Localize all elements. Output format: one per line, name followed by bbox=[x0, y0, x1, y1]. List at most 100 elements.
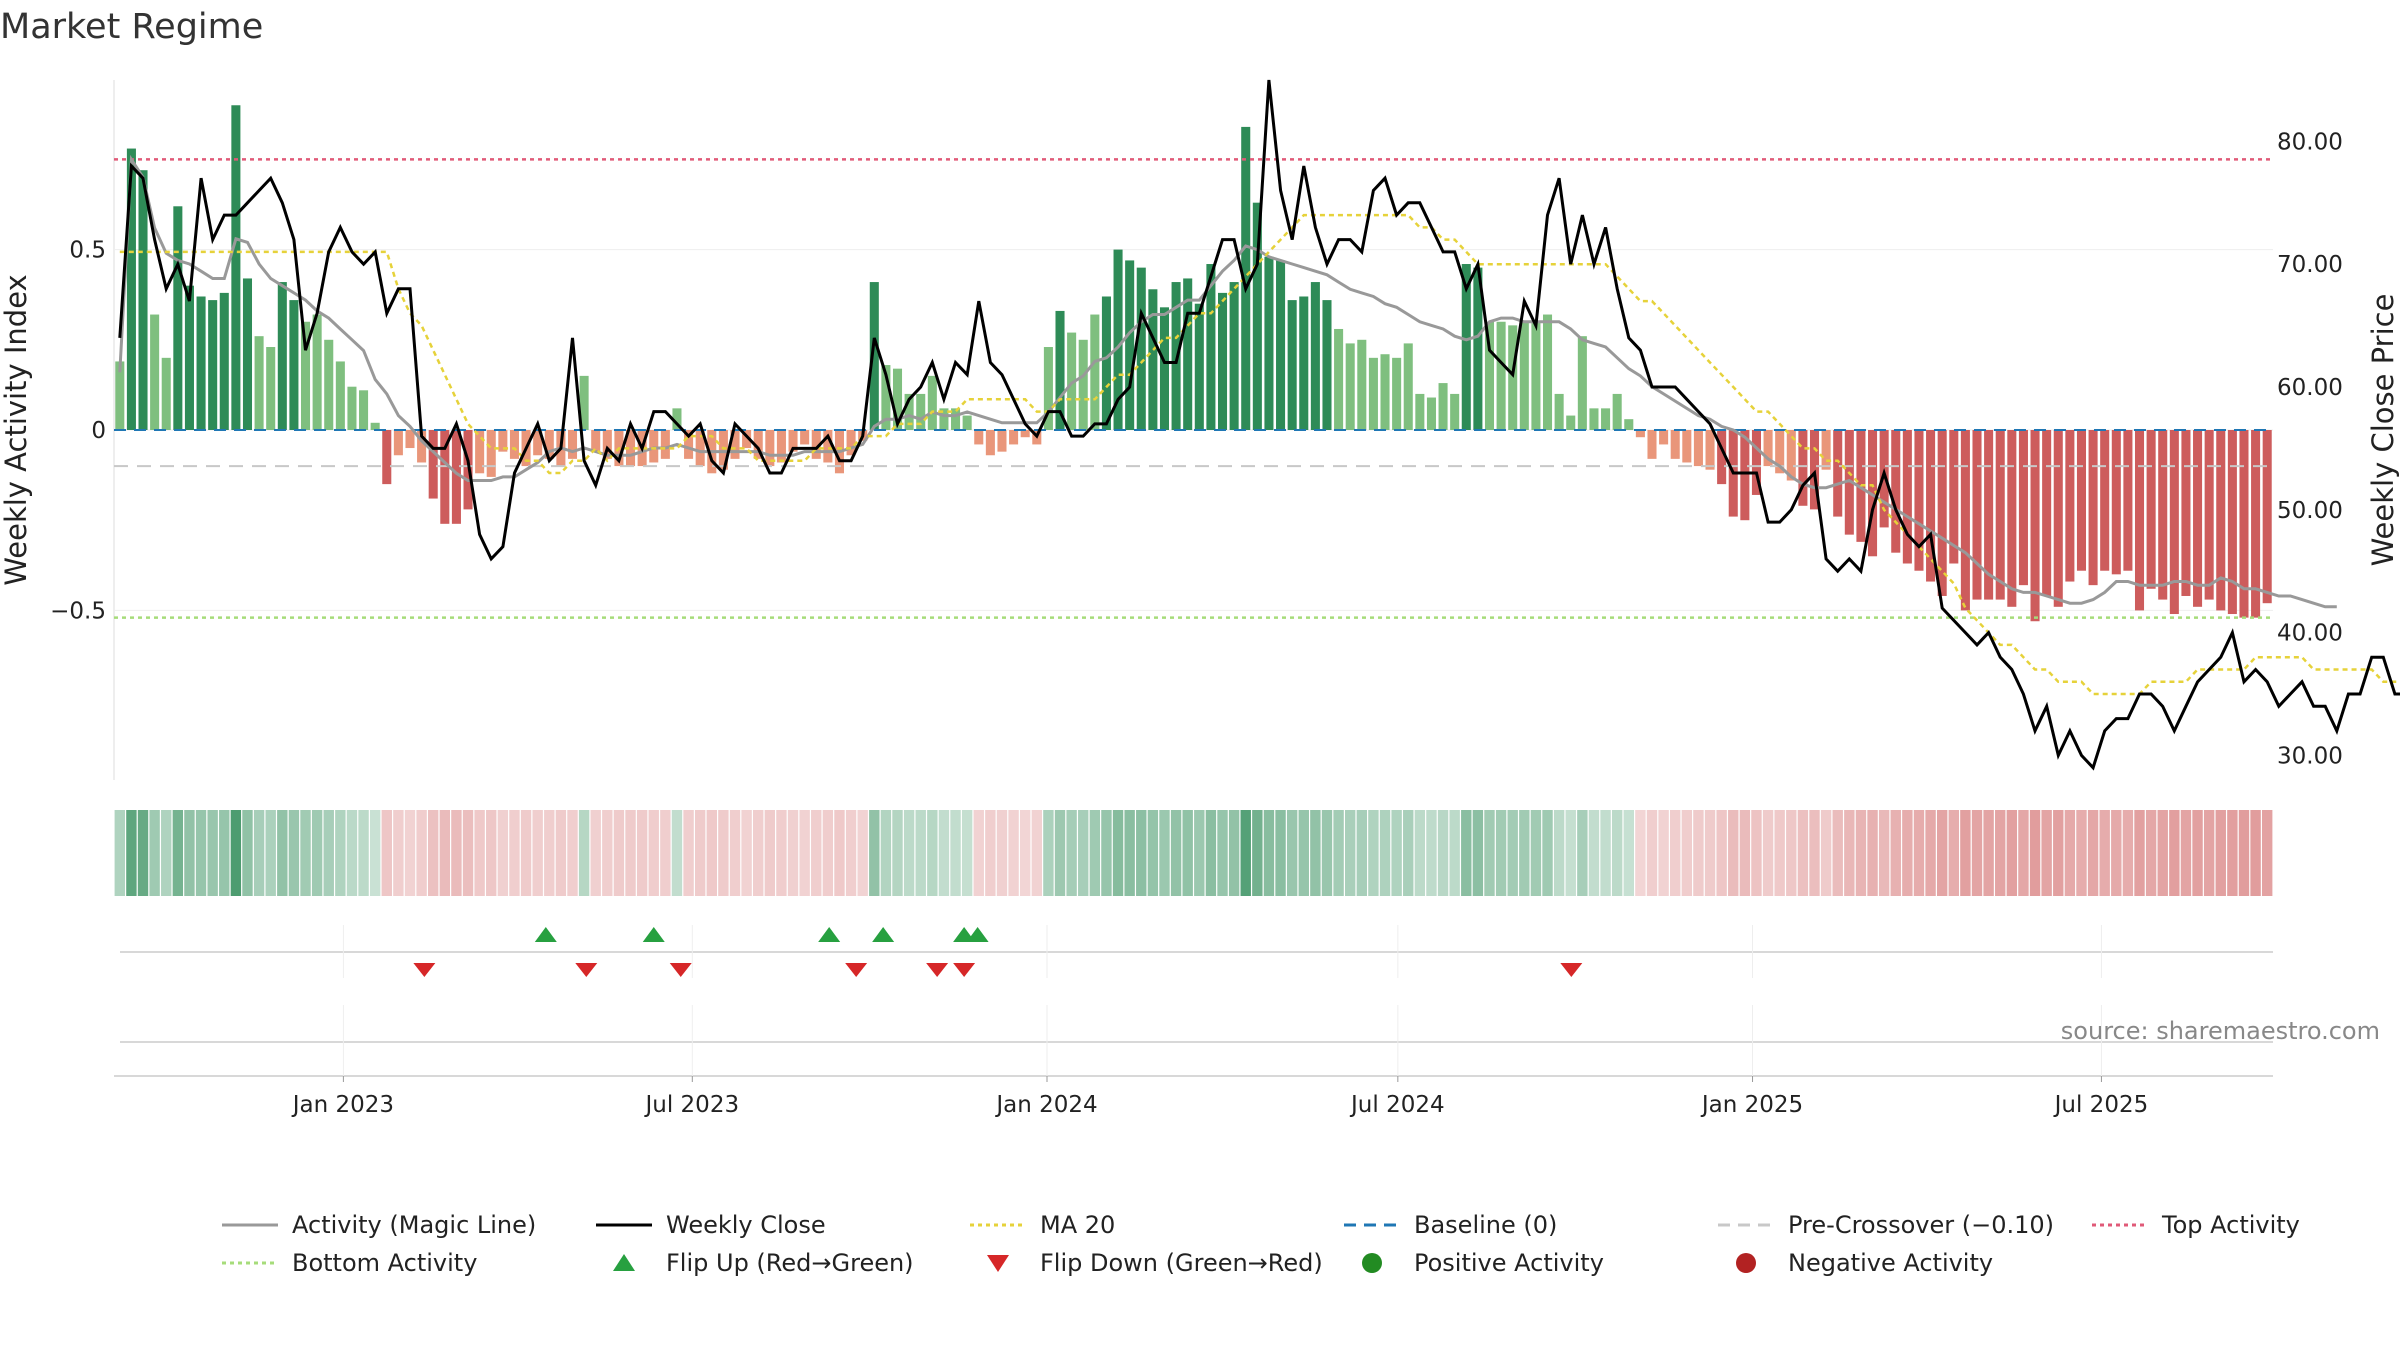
activity-bar bbox=[277, 282, 287, 430]
regime-strip-cell bbox=[1855, 810, 1867, 896]
legend-label: Baseline (0) bbox=[1414, 1211, 1557, 1239]
activity-bar bbox=[1113, 249, 1123, 430]
activity-bar bbox=[1136, 267, 1146, 430]
regime-strip-cell bbox=[1484, 810, 1495, 896]
regime-strip-cell bbox=[346, 810, 358, 896]
regime-strip-cell bbox=[694, 810, 706, 896]
activity-bar bbox=[486, 430, 496, 477]
activity-bar bbox=[1183, 278, 1193, 430]
activity-bar bbox=[1067, 332, 1077, 430]
regime-strip-cell bbox=[2006, 810, 2018, 896]
left-tick-label: 0 bbox=[91, 418, 106, 444]
activity-bar bbox=[1833, 430, 1843, 517]
regime-strip-cell bbox=[1623, 810, 1634, 896]
regime-strip-cell bbox=[1043, 810, 1054, 896]
activity-bar bbox=[591, 430, 601, 452]
regime-strip-cell bbox=[1971, 810, 1983, 896]
activity-bar bbox=[1717, 430, 1727, 485]
activity-bar bbox=[2123, 430, 2133, 571]
activity-bar bbox=[626, 430, 636, 467]
regime-strip-cell bbox=[1797, 810, 1809, 896]
regime-strip-cell bbox=[1693, 810, 1704, 896]
regime-strip-cell bbox=[1948, 810, 1959, 896]
activity-bar bbox=[2007, 430, 2017, 607]
activity-bar bbox=[1821, 430, 1831, 470]
regime-strip-cell bbox=[1600, 810, 1611, 896]
legend-label: Flip Down (Green→Red) bbox=[1040, 1249, 1323, 1277]
regime-strip-cell bbox=[2064, 810, 2076, 896]
regime-strip-cell bbox=[288, 810, 300, 896]
activity-bar bbox=[2193, 430, 2203, 607]
right-tick-label: 50.00 bbox=[2277, 498, 2343, 524]
regime-strip-cell bbox=[1147, 810, 1159, 896]
activity-bar bbox=[1357, 339, 1367, 430]
regime-strip-cell bbox=[753, 810, 764, 896]
activity-bar bbox=[1775, 430, 1785, 474]
activity-bar bbox=[2134, 430, 2145, 611]
x-tick-label: Jul 2024 bbox=[1349, 1092, 1445, 1118]
activity-bar bbox=[1090, 314, 1100, 430]
legend-label: Positive Activity bbox=[1414, 1249, 1604, 1277]
x-tick-label: Jul 2023 bbox=[643, 1092, 739, 1118]
activity-bar bbox=[324, 339, 334, 430]
activity-bar bbox=[823, 430, 833, 463]
regime-strip-cell bbox=[439, 810, 451, 896]
regime-strip-cell bbox=[671, 810, 683, 896]
activity-bar bbox=[2088, 430, 2098, 586]
activity-bar bbox=[2053, 430, 2063, 607]
regime-strip-cell bbox=[2192, 810, 2203, 896]
activity-bar bbox=[753, 430, 763, 459]
regime-strip-cell bbox=[660, 810, 671, 896]
activity-bar bbox=[2018, 430, 2028, 586]
regime-strip-cell bbox=[532, 810, 543, 896]
regime-strip-cell bbox=[938, 810, 950, 896]
activity-bar bbox=[1334, 328, 1344, 430]
regime-strip-cell bbox=[2099, 810, 2110, 896]
regime-strip-cell bbox=[845, 810, 857, 896]
activity-bar bbox=[300, 321, 311, 430]
activity-bar bbox=[1868, 430, 1878, 557]
regime-strip-cell bbox=[300, 810, 311, 896]
activity-bar bbox=[718, 430, 728, 470]
regime-strip-cell bbox=[1159, 810, 1170, 896]
regime-strip-cell bbox=[996, 810, 1008, 896]
regime-strip-cell bbox=[1379, 810, 1391, 896]
activity-bar bbox=[1194, 303, 1204, 430]
regime-strip-cell bbox=[857, 810, 868, 896]
activity-bar bbox=[1159, 307, 1170, 430]
legend-label: Bottom Activity bbox=[292, 1249, 477, 1277]
left-tick-label: −0.5 bbox=[50, 598, 106, 624]
regime-strip-cell bbox=[2134, 810, 2145, 896]
activity-bar bbox=[1322, 300, 1332, 430]
legend-item: Weekly Close bbox=[596, 1211, 826, 1239]
regime-strip-cell bbox=[1182, 810, 1193, 896]
activity-bar bbox=[254, 336, 264, 430]
right-tick-label: 30.00 bbox=[2277, 743, 2343, 769]
activity-bar bbox=[1473, 267, 1483, 430]
x-tick-label: Jan 2025 bbox=[1700, 1092, 1803, 1118]
activity-bar bbox=[347, 386, 357, 430]
activity-bar bbox=[1740, 430, 1750, 521]
regime-strip-cell bbox=[184, 810, 195, 896]
activity-bar bbox=[811, 430, 821, 459]
legend-label: Pre-Crossover (−0.10) bbox=[1788, 1211, 2054, 1239]
left-axis-title: Weekly Activity Index bbox=[0, 274, 33, 585]
activity-bar bbox=[2239, 430, 2249, 618]
activity-bar bbox=[393, 430, 403, 456]
regime-strip-cell bbox=[892, 810, 903, 896]
magic-line bbox=[118, 154, 2337, 609]
flip-down-marker bbox=[575, 963, 598, 977]
legend-label: Flip Up (Red→Green) bbox=[666, 1249, 914, 1277]
regime-strip-cell bbox=[369, 810, 381, 896]
activity-bar bbox=[881, 365, 891, 430]
legend: Activity (Magic Line) Weekly Close MA 20 Ba… bbox=[222, 1211, 2300, 1277]
regime-strip-cell bbox=[474, 810, 485, 896]
regime-strip-panel bbox=[114, 810, 2273, 896]
activity-bar bbox=[684, 430, 694, 459]
activity-bar bbox=[405, 430, 415, 449]
activity-bar bbox=[1949, 430, 1959, 564]
legend-swatch bbox=[1736, 1253, 1756, 1273]
activity-bar bbox=[115, 361, 125, 430]
activity-bar bbox=[2251, 430, 2261, 618]
activity-bar bbox=[150, 314, 160, 430]
